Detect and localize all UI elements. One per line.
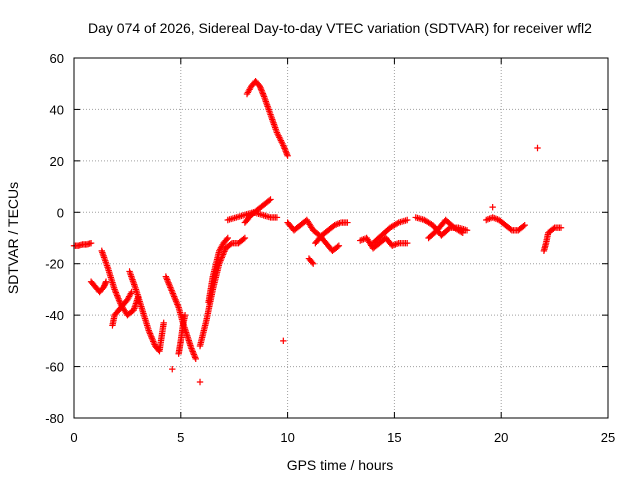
data-point-marker: [240, 235, 247, 243]
x-tick-label: 5: [177, 430, 184, 445]
data-point-marker: [550, 225, 557, 232]
data-point-marker: [259, 90, 267, 97]
y-tick-label: 40: [50, 102, 64, 117]
data-point-marker: [258, 87, 265, 94]
data-point-marker: [227, 240, 234, 248]
data-point-marker: [334, 243, 341, 250]
data-point-marker: [273, 214, 281, 221]
y-axis-label: SDTVAR / TECUs: [5, 182, 21, 294]
data-point-marker: [521, 221, 528, 229]
chart-title: Day 074 of 2026, Sidereal Day-to-day VTE…: [88, 20, 592, 36]
data-point-marker: [181, 311, 189, 319]
y-tick-labels: -80 -60 -40 -20 0 20 40 60: [45, 51, 64, 426]
data-point-marker: [102, 278, 110, 285]
y-tick-label: -80: [45, 411, 64, 426]
data-point-marker: [404, 216, 411, 224]
x-tick-labels: 0 5 10 15 20 25: [70, 430, 615, 445]
data-point-marker: [281, 146, 289, 154]
data-point-marker: [190, 351, 198, 358]
data-point-marker: [520, 222, 527, 230]
data-point-marker: [280, 337, 287, 345]
data-point-marker: [191, 352, 198, 360]
data-point-marker: [192, 355, 199, 363]
y-tick-label: -60: [45, 360, 64, 375]
data-point-marker: [128, 288, 135, 296]
y-tick-label: 20: [50, 154, 64, 169]
data-point-marker: [310, 260, 317, 267]
data-point-marker: [169, 365, 176, 373]
data-point-marker: [224, 234, 231, 242]
x-axis-label: GPS time / hours: [287, 457, 394, 473]
x-tick-label: 25: [601, 430, 615, 445]
data-point-marker: [189, 348, 196, 355]
data-point-marker: [266, 197, 273, 204]
y-tick-label: -40: [45, 308, 64, 323]
data-point-marker: [188, 345, 195, 352]
data-point-marker: [335, 242, 343, 249]
data-point-marker: [259, 88, 266, 96]
axis-ticks: [73, 57, 609, 419]
data-point-marker: [267, 196, 274, 203]
data-point-marker: [282, 148, 289, 155]
data-point-marker: [534, 144, 541, 152]
y-tick-label: 60: [50, 51, 64, 66]
data-point-marker: [308, 259, 316, 266]
data-point-marker: [256, 83, 264, 90]
data-point-marker: [191, 354, 199, 361]
data-points: [70, 77, 565, 386]
data-point-marker: [486, 215, 493, 222]
x-tick-label: 10: [280, 430, 294, 445]
data-point-marker: [507, 226, 514, 233]
data-point-marker: [344, 219, 351, 226]
data-point-marker: [280, 142, 287, 149]
x-tick-label: 0: [70, 430, 77, 445]
data-point-marker: [445, 225, 452, 233]
data-point-marker: [281, 145, 288, 152]
data-point-marker: [557, 224, 565, 231]
data-point-marker: [280, 143, 288, 151]
data-point-marker: [87, 239, 95, 247]
data-point-marker: [257, 84, 264, 91]
data-point-marker: [188, 346, 196, 354]
plot-frame: [73, 57, 609, 419]
data-point-marker: [459, 229, 466, 237]
data-point-marker: [404, 239, 411, 247]
data-point-marker: [283, 151, 291, 158]
x-tick-label: 20: [494, 430, 508, 445]
data-point-marker: [458, 228, 465, 236]
data-point-marker: [160, 319, 167, 327]
data-point-marker: [190, 349, 197, 357]
data-point-marker: [196, 378, 204, 386]
data-point-marker: [257, 86, 265, 93]
grid-lines: [74, 58, 608, 418]
data-point-marker: [223, 236, 230, 243]
y-tick-label: -20: [45, 257, 64, 272]
data-point-marker: [283, 149, 290, 156]
data-point-marker: [392, 241, 399, 248]
data-point-marker: [241, 234, 249, 242]
data-point-marker: [284, 152, 291, 159]
data-point-marker: [260, 91, 267, 99]
data-point-marker: [394, 220, 401, 227]
x-tick-label: 15: [387, 430, 401, 445]
y-tick-label: 0: [57, 205, 64, 220]
data-point-marker: [489, 203, 496, 211]
data-point-marker: [463, 227, 471, 234]
